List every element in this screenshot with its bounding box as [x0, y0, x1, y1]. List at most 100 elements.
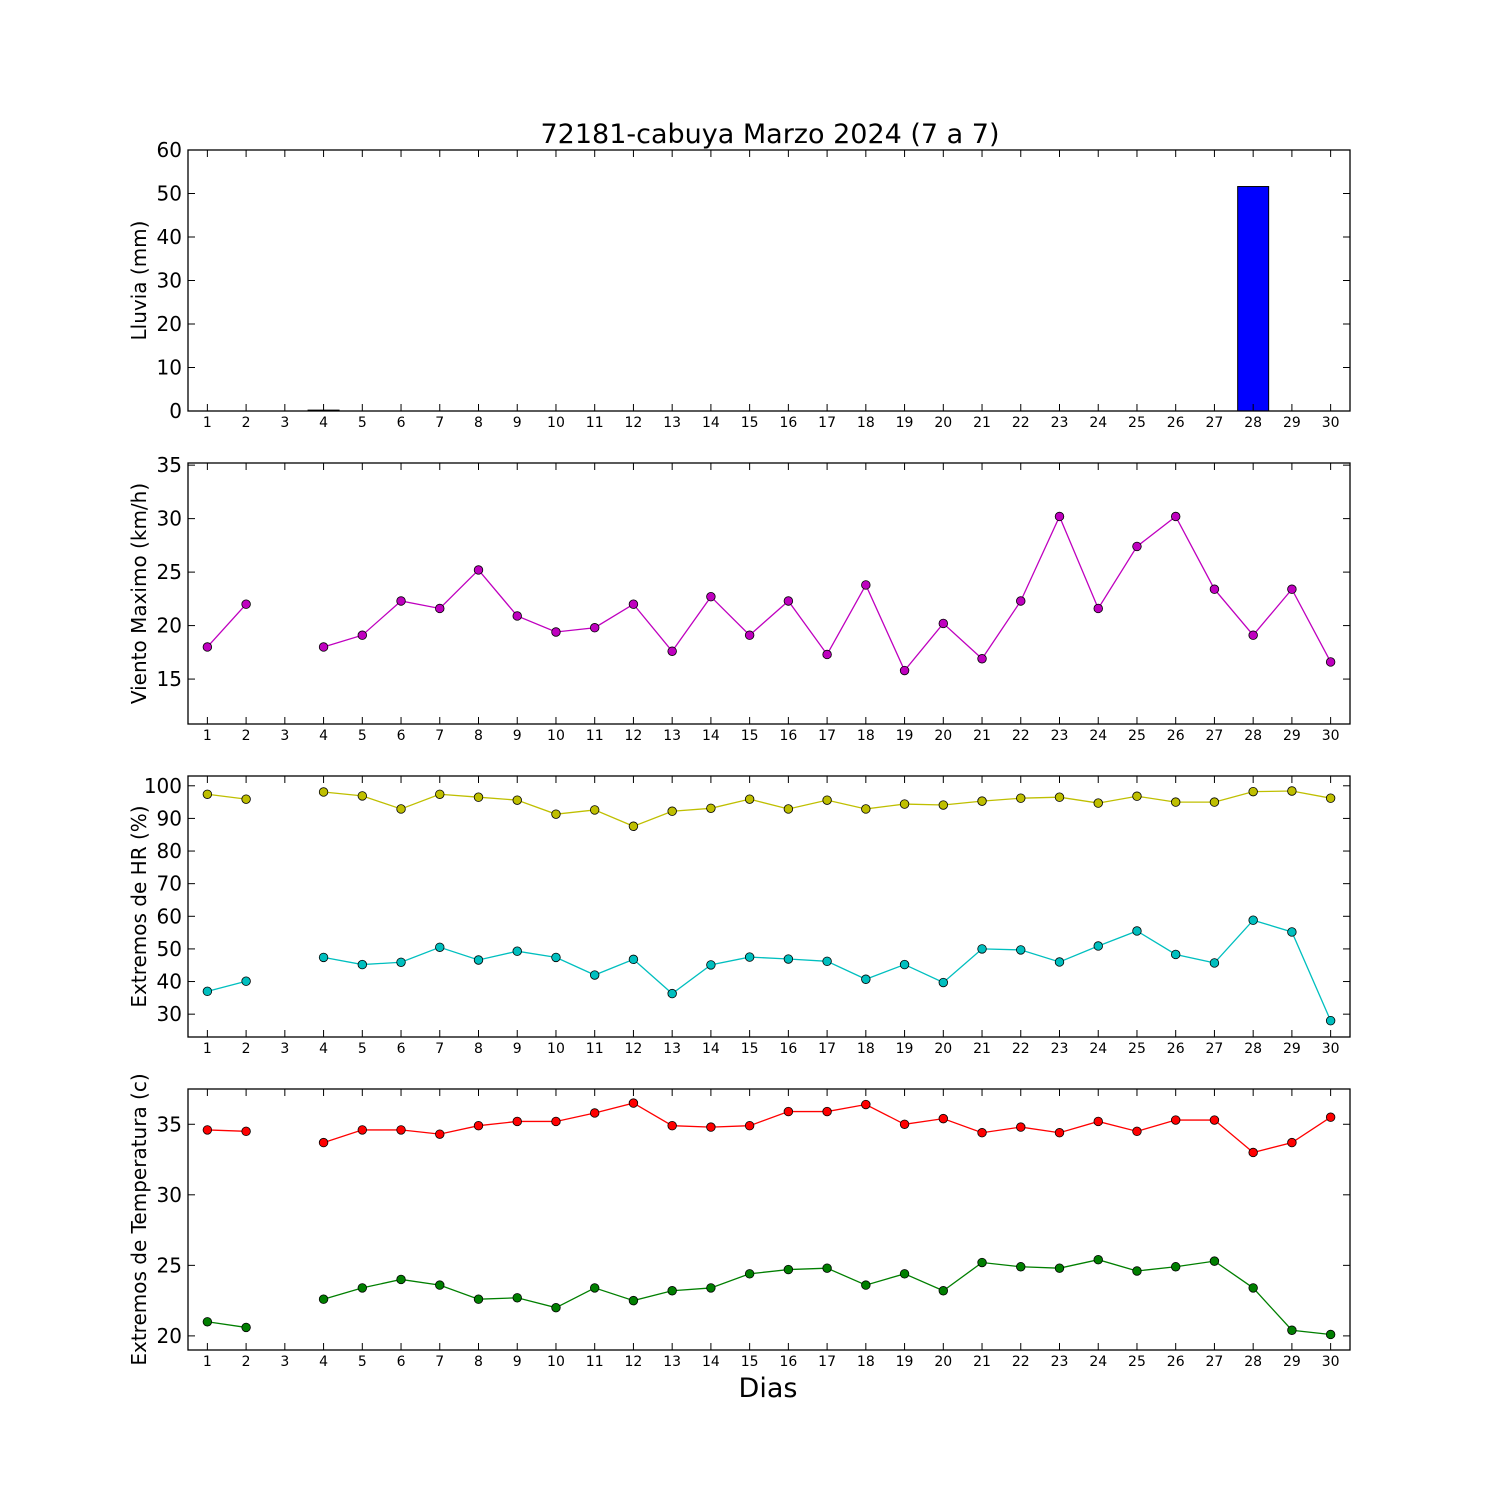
series-1-point-day-23 [1054, 792, 1065, 802]
series-1-point-day-25 [1132, 1126, 1142, 1137]
series-2-point-day-11 [590, 1283, 600, 1293]
x-tick-label: 15 [741, 1354, 759, 1370]
x-tick-label: 24 [1089, 728, 1107, 744]
x-tick-label: 12 [625, 1041, 643, 1057]
x-tick-label: 12 [625, 415, 643, 431]
x-tick-label: 23 [1051, 415, 1069, 431]
series-1-point-day-29 [1287, 1137, 1297, 1148]
x-tick-label: 21 [973, 1041, 991, 1057]
x-tick-label: 12 [625, 728, 643, 744]
series-1-point-day-1 [202, 789, 213, 799]
plot-frame [187, 462, 1351, 725]
series-2-point-day-22 [1016, 1262, 1026, 1272]
series-2-point-day-25 [1132, 1266, 1142, 1276]
series-1-point-day-17 [822, 795, 832, 805]
series-1-point-day-24 [1093, 1116, 1103, 1127]
series-1-point-day-26 [1170, 1115, 1181, 1125]
series-1-point-day-28 [1248, 786, 1258, 797]
x-tick-label: 24 [1089, 1354, 1107, 1370]
x-tick-label: 17 [818, 415, 836, 431]
series-2-point-day-9 [512, 1293, 522, 1303]
series-1-point-day-4 [318, 787, 329, 797]
x-tick-label: 6 [397, 415, 406, 431]
x-tick-label: 14 [702, 1354, 720, 1370]
x-tick-label: 7 [435, 1041, 444, 1057]
x-tick-label: 30 [1322, 1354, 1340, 1370]
x-tick-label: 27 [1206, 728, 1224, 744]
series-2-point-day-20 [938, 977, 949, 988]
x-tick-label: 8 [474, 728, 483, 744]
y-tick-label: 60 [157, 904, 182, 928]
series-1-point-day-9 [512, 1116, 522, 1127]
series-2-point-day-13 [667, 988, 677, 999]
x-tick-label: 2 [242, 1041, 251, 1057]
series-2-point-day-12 [628, 954, 639, 965]
x-tick-label: 20 [934, 415, 952, 431]
series-2-point-day-5 [357, 959, 368, 970]
series-1-line-segment-1 [207, 793, 247, 800]
series-2-point-day-8 [473, 955, 484, 965]
series-1-point-day-28 [1248, 1147, 1258, 1158]
series-2-point-day-6 [396, 957, 406, 967]
series-1-point-day-11 [590, 805, 600, 815]
series-1-point-day-22 [1016, 793, 1026, 803]
series-1-point-day-6 [396, 804, 406, 814]
x-tick-label: 28 [1244, 1041, 1262, 1057]
x-tick-label: 20 [934, 1354, 952, 1370]
x-tick-label: 23 [1051, 1354, 1069, 1370]
x-tick-label: 13 [663, 728, 681, 744]
series-1-point-day-30 [1325, 793, 1336, 803]
series-1-line-segment-1 [206, 603, 247, 648]
series-1-point-day-22 [1016, 1122, 1026, 1132]
x-tick-label: 18 [857, 1354, 875, 1370]
y-tick-label: 15 [157, 667, 182, 691]
series-1-point-day-4 [318, 1137, 329, 1148]
x-tick-label: 6 [397, 728, 406, 744]
series-1-point-day-26 [1170, 797, 1181, 807]
series-1-line-segment-2 [323, 514, 1332, 672]
x-tick-label: 9 [513, 415, 522, 431]
x-tick-label: 15 [741, 1041, 759, 1057]
x-tick-label: 14 [702, 1041, 720, 1057]
series-2-point-day-19 [899, 959, 910, 970]
series-1-point-day-27 [1209, 584, 1220, 594]
x-tick-label: 11 [586, 1041, 604, 1057]
x-tick-label: 15 [741, 728, 759, 744]
series-2-point-day-26 [1170, 1262, 1181, 1272]
series-1-point-day-25 [1132, 541, 1142, 552]
series-2-point-day-23 [1054, 1263, 1065, 1273]
y-tick-label: 40 [157, 225, 182, 249]
series-2-point-day-18 [861, 1280, 871, 1290]
y-axis-label: Lluvia (mm) [127, 221, 151, 341]
series-1-point-day-5 [357, 791, 368, 801]
series-1-point-day-1 [202, 642, 213, 652]
y-tick-label: 25 [157, 560, 182, 584]
x-tick-label: 14 [702, 415, 720, 431]
x-tick-label: 18 [857, 728, 875, 744]
series-2-line-segment-2 [323, 919, 1332, 1021]
series-1-point-day-19 [899, 799, 910, 809]
x-tick-label: 22 [1012, 415, 1030, 431]
x-tick-label: 13 [663, 415, 681, 431]
series-2-line-segment-1 [207, 980, 247, 992]
series-2-point-day-13 [667, 1286, 677, 1296]
x-tick-label: 19 [896, 415, 914, 431]
series-1-point-day-22 [1016, 596, 1026, 606]
x-tick-label: 27 [1206, 1041, 1224, 1057]
series-1-point-day-15 [744, 630, 755, 640]
x-tick-label: 18 [857, 415, 875, 431]
series-2-point-day-30 [1325, 1329, 1336, 1340]
x-tick-label: 27 [1206, 1354, 1224, 1370]
x-tick-label: 27 [1206, 415, 1224, 431]
x-tick-label: 20 [934, 1041, 952, 1057]
series-2-point-day-2 [241, 1322, 251, 1333]
x-tick-label: 25 [1128, 1354, 1146, 1370]
x-tick-label: 5 [358, 415, 367, 431]
y-tick-label: 30 [157, 1002, 182, 1026]
x-tick-label: 19 [896, 1041, 914, 1057]
y-tick-label: 35 [157, 453, 182, 477]
series-1-point-day-9 [512, 795, 522, 805]
